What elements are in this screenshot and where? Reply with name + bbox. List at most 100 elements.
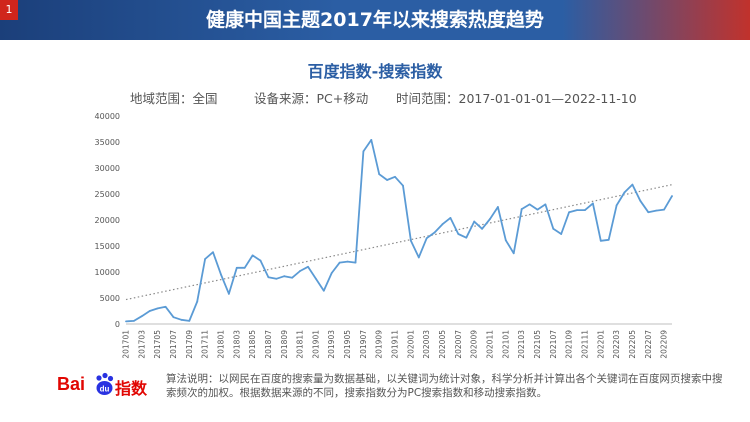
page-title: 健康中国主题2017年以来搜索热度趋势 <box>206 9 544 31</box>
data-point <box>441 223 444 226</box>
y-tick-label: 40000 <box>95 112 120 121</box>
data-point <box>623 191 626 194</box>
header-bar <box>0 0 750 40</box>
x-tick-label: 201907 <box>359 330 368 359</box>
x-tick-label: 201807 <box>264 330 273 359</box>
x-tick-label: 201703 <box>137 330 146 359</box>
x-tick-label: 202205 <box>628 330 637 359</box>
data-point <box>346 260 349 263</box>
y-tick-label: 10000 <box>95 268 120 277</box>
data-point <box>235 266 238 269</box>
x-tick-label: 201901 <box>311 330 320 359</box>
data-point <box>560 233 563 235</box>
data-point <box>172 316 175 319</box>
y-tick-label: 35000 <box>95 138 120 147</box>
x-tick-label: 201903 <box>327 330 336 359</box>
data-point <box>425 237 428 240</box>
data-point <box>568 211 571 214</box>
data-point <box>338 261 341 264</box>
data-point <box>663 208 665 211</box>
data-point <box>481 227 483 230</box>
trendline <box>125 184 673 301</box>
data-point <box>576 209 578 212</box>
data-point <box>322 289 325 292</box>
x-tick-label: 202101 <box>501 330 510 359</box>
data-point <box>259 259 262 262</box>
data-point <box>315 277 317 280</box>
data-point <box>307 265 309 268</box>
data-point <box>528 203 531 206</box>
data-point <box>457 233 460 235</box>
x-tick-label: 201911 <box>391 330 400 359</box>
x-tick-label: 202207 <box>644 330 653 359</box>
paw-icon: du <box>96 372 114 395</box>
baidu-index-logo: Bai du 指数 <box>57 372 153 398</box>
data-point <box>354 261 357 264</box>
x-tick-label: 202201 <box>596 330 605 359</box>
y-tick-label: 5000 <box>100 294 120 303</box>
data-point <box>220 273 222 276</box>
x-tick-label: 201801 <box>216 330 225 359</box>
search-index-line <box>125 138 673 323</box>
data-point <box>473 220 476 223</box>
y-tick-label: 0 <box>115 320 120 329</box>
data-point <box>370 139 373 141</box>
data-point <box>196 300 199 303</box>
data-point <box>140 315 143 318</box>
data-point <box>275 277 278 280</box>
data-point <box>180 318 183 321</box>
data-point <box>188 319 191 322</box>
data-point <box>647 211 650 214</box>
data-point <box>433 231 436 234</box>
x-tick-label: 201811 <box>296 330 305 359</box>
data-point <box>251 254 254 257</box>
data-point <box>409 239 412 242</box>
data-point <box>671 195 673 197</box>
data-point <box>504 239 507 242</box>
x-tick-label: 201905 <box>343 330 352 359</box>
x-tick-label: 201705 <box>153 330 162 359</box>
data-point <box>386 179 389 181</box>
data-point <box>148 310 151 312</box>
x-tick-label: 202003 <box>422 330 431 359</box>
data-point <box>243 266 246 269</box>
data-point <box>584 209 586 212</box>
device-label: 设备来源：PC+移动 <box>254 91 369 106</box>
data-point <box>156 307 159 310</box>
x-tick-label: 201711 <box>201 330 210 359</box>
data-point <box>520 208 523 210</box>
time-range-label: 时间范围：2017-01-01-01—2022-11-10 <box>396 91 637 106</box>
data-point <box>599 239 602 242</box>
data-point <box>631 183 634 186</box>
x-tick-label: 202005 <box>438 330 447 359</box>
data-point <box>267 276 270 279</box>
y-tick-label: 20000 <box>95 216 120 225</box>
logo-bai-text: Bai <box>57 374 86 394</box>
data-point <box>449 217 452 219</box>
data-point <box>615 204 618 207</box>
logo-zhishu-text: 指数 <box>115 379 148 398</box>
data-point <box>299 270 301 272</box>
data-point <box>291 276 294 279</box>
data-point <box>394 175 396 178</box>
data-point <box>204 258 207 260</box>
chart-title: 百度指数-搜索指数 <box>307 62 443 81</box>
data-point <box>125 320 127 323</box>
data-point <box>489 218 491 220</box>
data-point <box>227 292 230 295</box>
data-point <box>591 202 594 205</box>
data-point <box>283 275 286 278</box>
data-point <box>133 319 135 322</box>
data-point <box>378 173 381 176</box>
x-tick-label: 201909 <box>375 330 384 359</box>
data-point <box>497 206 499 208</box>
data-point <box>544 203 547 206</box>
data-point <box>512 252 515 255</box>
x-tick-label: 202001 <box>406 330 415 359</box>
algorithm-footnote: 算法说明：以网民在百度的搜索量为数据基础，以关键词为统计对象，科学分析并计算出各… <box>166 373 723 399</box>
data-point <box>330 272 333 274</box>
region-label: 地域范围：全国 <box>130 91 218 106</box>
y-tick-label: 30000 <box>95 164 120 173</box>
data-point <box>536 208 539 211</box>
